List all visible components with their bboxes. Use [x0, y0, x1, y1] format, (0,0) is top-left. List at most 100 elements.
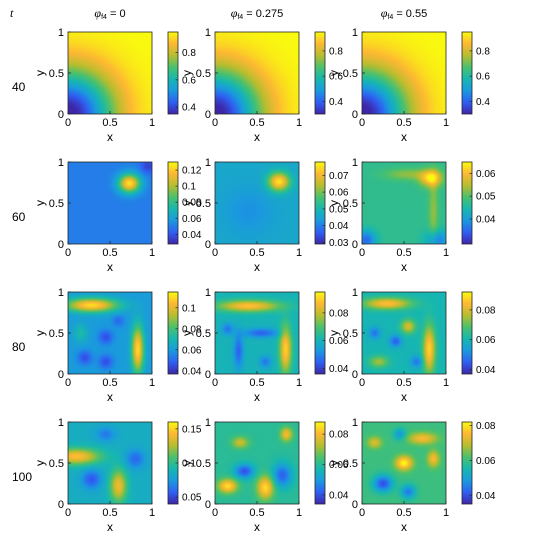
colorbar-tick-label: 0.05 [182, 493, 202, 504]
colorbar-tick-label: 0.04 [476, 214, 496, 225]
colorbar-tick-label: 0.07 [329, 171, 349, 182]
x-axis-label: x [401, 130, 407, 144]
x-tick-label: 0 [359, 507, 365, 519]
y-axis-label: y [180, 200, 194, 206]
y-tick-label: 0 [352, 499, 358, 511]
x-tick-label: 1 [296, 377, 302, 389]
x-tick-label: 0 [65, 507, 71, 519]
y-tick-label: 1 [58, 417, 64, 429]
heatmap-panel: 00 0.5 0.5 1 1 x y 0.04 0.06 0.08 0.1 0.12 [33, 157, 202, 274]
colorbar-tick-label: 0.06 [329, 188, 349, 199]
colorbar-tick-label: 0.4 [476, 97, 490, 108]
y-axis-label: y [327, 330, 341, 336]
x-tick-label: 1 [443, 117, 449, 129]
colorbar-tick-label: 0.8 [182, 48, 196, 59]
heatmap-panel: 00 0.5 0.5 1 1 x y 0.03 0.04 0.05 0.06 0.07 [180, 157, 349, 274]
y-tick-label: 1 [352, 27, 358, 39]
colorbar-tick-label: 0.08 [329, 308, 349, 319]
colorbar-tick-label: 0.03 [329, 238, 349, 249]
colorbar [314, 291, 326, 375]
y-tick-label: 0 [352, 109, 358, 121]
heatmap-image [362, 422, 446, 504]
x-tick-label: 0.5 [102, 247, 117, 259]
colorbar-tick-label: 0.8 [329, 46, 343, 57]
column-title: φf4 = 0 [94, 6, 125, 21]
y-tick-label: 0 [352, 369, 358, 381]
heatmap-panel: 00 0.5 0.5 1 1 x y 0.4 0.6 0.8 [33, 27, 196, 144]
y-tick-label: 0 [58, 109, 64, 121]
colorbar-tick-label: 0.04 [329, 221, 349, 232]
colorbar-tick-label: 0.08 [182, 198, 202, 209]
y-tick-label: 1 [205, 27, 211, 39]
y-axis-label: y [180, 330, 194, 336]
colorbar-tick-label: 0.08 [476, 305, 496, 316]
x-tick-label: 0.5 [249, 377, 264, 389]
x-tick-label: 0 [359, 247, 365, 259]
heatmap-image [68, 162, 152, 244]
x-tick-label: 0.5 [249, 507, 264, 519]
x-axis-label: x [401, 390, 407, 404]
y-tick-label: 0.5 [343, 68, 358, 80]
x-tick-label: 1 [443, 507, 449, 519]
colorbar [461, 31, 473, 115]
heatmap-panel: 00 0.5 0.5 1 1 x y 0.04 0.06 0.08 [180, 287, 349, 404]
y-tick-label: 1 [205, 157, 211, 169]
y-axis-label: y [180, 460, 194, 466]
x-tick-label: 0 [212, 507, 218, 519]
x-tick-label: 0 [65, 247, 71, 259]
colorbar-tick-label: 0.04 [182, 366, 202, 377]
colorbar-tick-label: 0.08 [476, 421, 496, 432]
x-axis-label: x [107, 520, 113, 534]
heatmap-image [68, 422, 152, 504]
colorbar-tick-label: 0.05 [329, 204, 349, 215]
colorbar-tick-label: 0.15 [182, 424, 202, 435]
y-axis-label: y [180, 70, 194, 76]
x-axis-label: x [401, 260, 407, 274]
x-tick-label: 0 [359, 377, 365, 389]
x-tick-label: 0.5 [396, 247, 411, 259]
x-tick-label: 0.5 [396, 377, 411, 389]
x-axis-label: x [254, 390, 260, 404]
x-tick-label: 0.5 [249, 117, 264, 129]
x-tick-label: 0.5 [249, 247, 264, 259]
x-tick-label: 1 [443, 377, 449, 389]
heatmap-image [68, 32, 152, 114]
x-tick-label: 0 [212, 117, 218, 129]
x-tick-label: 0.5 [396, 507, 411, 519]
colorbar-tick-label: 0.4 [182, 103, 196, 114]
colorbar-tick-label: 0.1 [182, 459, 196, 470]
x-tick-label: 1 [149, 377, 155, 389]
heatmap-panel: 00 0.5 0.5 1 1 x y 0.05 0.1 0.15 [33, 417, 202, 534]
y-tick-label: 0 [205, 369, 211, 381]
heatmap-image [68, 292, 152, 374]
x-axis-label: x [254, 520, 260, 534]
y-tick-label: 0.5 [49, 458, 64, 470]
heatmap-image [362, 162, 446, 244]
y-axis-label: y [327, 70, 341, 76]
y-tick-label: 0 [205, 499, 211, 511]
y-tick-label: 0.5 [343, 328, 358, 340]
x-tick-label: 0.5 [396, 117, 411, 129]
y-axis-label: y [33, 460, 47, 466]
colorbar-tick-label: 0.08 [329, 430, 349, 441]
colorbar-tick-label: 0.4 [329, 97, 343, 108]
y-tick-label: 1 [352, 417, 358, 429]
x-tick-label: 1 [296, 507, 302, 519]
colorbar-tick-label: 0.06 [329, 336, 349, 347]
colorbar [314, 421, 326, 505]
heatmap-panel: 00 0.5 0.5 1 1 x y 0.4 0.6 0.8 [327, 27, 490, 144]
heatmap-panel: 00 0.5 0.5 1 1 x y 0.04 0.05 0.06 [327, 157, 496, 274]
colorbar [461, 291, 473, 375]
x-tick-label: 0 [212, 377, 218, 389]
y-tick-label: 1 [205, 417, 211, 429]
colorbar-tick-label: 0.12 [182, 166, 202, 177]
x-tick-label: 1 [296, 117, 302, 129]
colorbar-tick-label: 0.6 [182, 75, 196, 86]
row-label-t: 100 [12, 470, 32, 484]
row-label-t: 80 [12, 340, 26, 354]
y-tick-label: 0 [205, 239, 211, 251]
heatmap-panel: 00 0.5 0.5 1 1 x y 0.04 0.06 0.08 [180, 417, 349, 534]
y-tick-label: 0.5 [343, 458, 358, 470]
colorbar-tick-label: 0.06 [476, 335, 496, 346]
